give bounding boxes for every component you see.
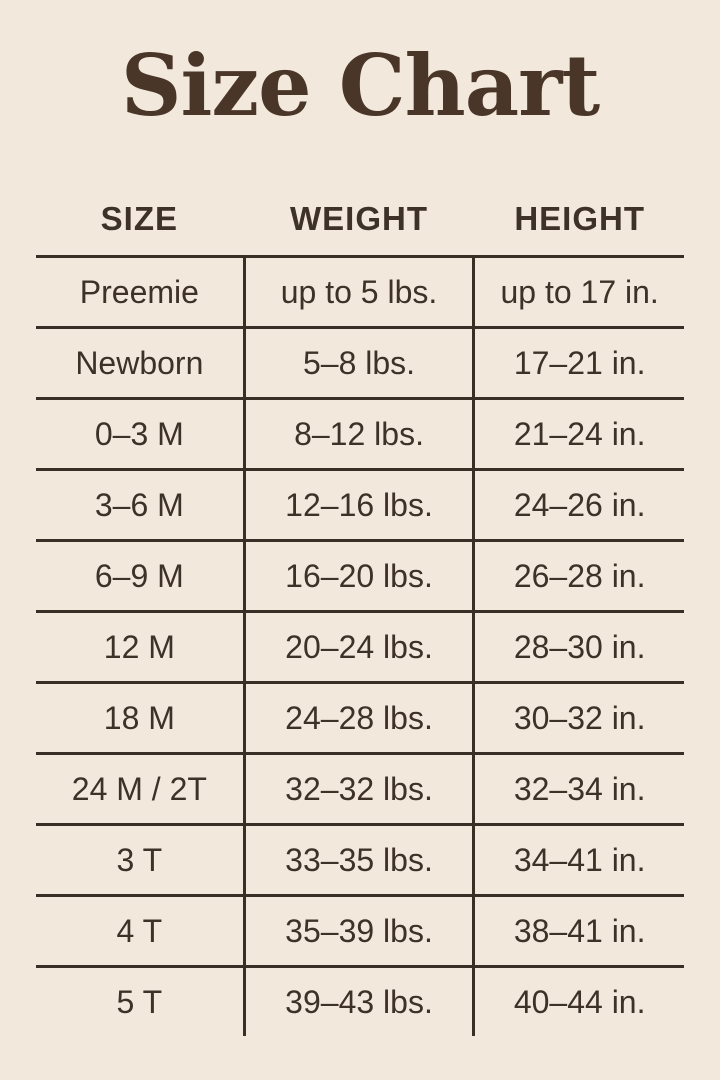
column-header-size: SIZE [100,200,179,237]
height-cell: 40–44 in. [513,984,646,1020]
table-row: 4 T 35–39 lbs. 38–41 in. [36,897,684,968]
table-row: 3 T 33–35 lbs. 34–41 in. [36,826,684,897]
table-row: 6–9 M 16–20 lbs. 26–28 in. [36,542,684,613]
height-cell: 38–41 in. [513,913,646,949]
column-header-weight: WEIGHT [290,200,428,237]
weight-cell: 33–35 lbs. [242,826,476,894]
weight-cell: 8–12 lbs. [242,400,476,468]
size-cell: Preemie [79,274,199,310]
height-cell: 34–41 in. [513,842,646,878]
size-cell: 0–3 M [94,416,184,452]
weight-cell: 24–28 lbs. [242,684,476,752]
table-row: 24 M / 2T 32–32 lbs. 32–34 in. [36,755,684,826]
table-row: 3–6 M 12–16 lbs. 24–26 in. [36,471,684,542]
weight-cell: 20–24 lbs. [242,613,476,681]
column-header-height: HEIGHT [514,200,645,237]
table-row: Preemie up to 5 lbs. up to 17 in. [36,258,684,329]
size-cell: 3–6 M [94,487,184,523]
height-cell: 24–26 in. [513,487,646,523]
height-cell: 32–34 in. [513,771,646,807]
size-cell: Newborn [75,345,204,381]
size-cell: 3 T [116,842,163,878]
height-cell: 28–30 in. [513,629,646,665]
size-cell: 12 M [103,629,175,665]
size-cell: 18 M [103,700,175,736]
weight-cell: up to 5 lbs. [242,258,476,326]
table-row: 18 M 24–28 lbs. 30–32 in. [36,684,684,755]
size-cell: 5 T [116,984,163,1020]
height-cell: up to 17 in. [500,274,659,310]
height-cell: 26–28 in. [513,558,646,594]
table-row: 5 T 39–43 lbs. 40–44 in. [36,968,684,1036]
height-cell: 30–32 in. [513,700,646,736]
table-header: SIZE WEIGHT HEIGHT [36,190,684,248]
height-cell: 17–21 in. [513,345,646,381]
size-cell: 4 T [116,913,163,949]
table-row: 12 M 20–24 lbs. 28–30 in. [36,613,684,684]
weight-cell: 5–8 lbs. [242,329,476,397]
size-cell: 24 M / 2T [71,771,207,807]
size-table: Preemie up to 5 lbs. up to 17 in. Newborn 5–… [36,255,684,1036]
size-cell: 6–9 M [94,558,184,594]
weight-cell: 16–20 lbs. [242,542,476,610]
table-row: 0–3 M 8–12 lbs. 21–24 in. [36,400,684,471]
page-title: Size Chart [120,36,600,135]
weight-cell: 12–16 lbs. [242,471,476,539]
weight-cell: 35–39 lbs. [242,897,476,965]
weight-cell: 32–32 lbs. [242,755,476,823]
table-row: Newborn 5–8 lbs. 17–21 in. [36,329,684,400]
height-cell: 21–24 in. [513,416,646,452]
weight-cell: 39–43 lbs. [242,968,476,1036]
